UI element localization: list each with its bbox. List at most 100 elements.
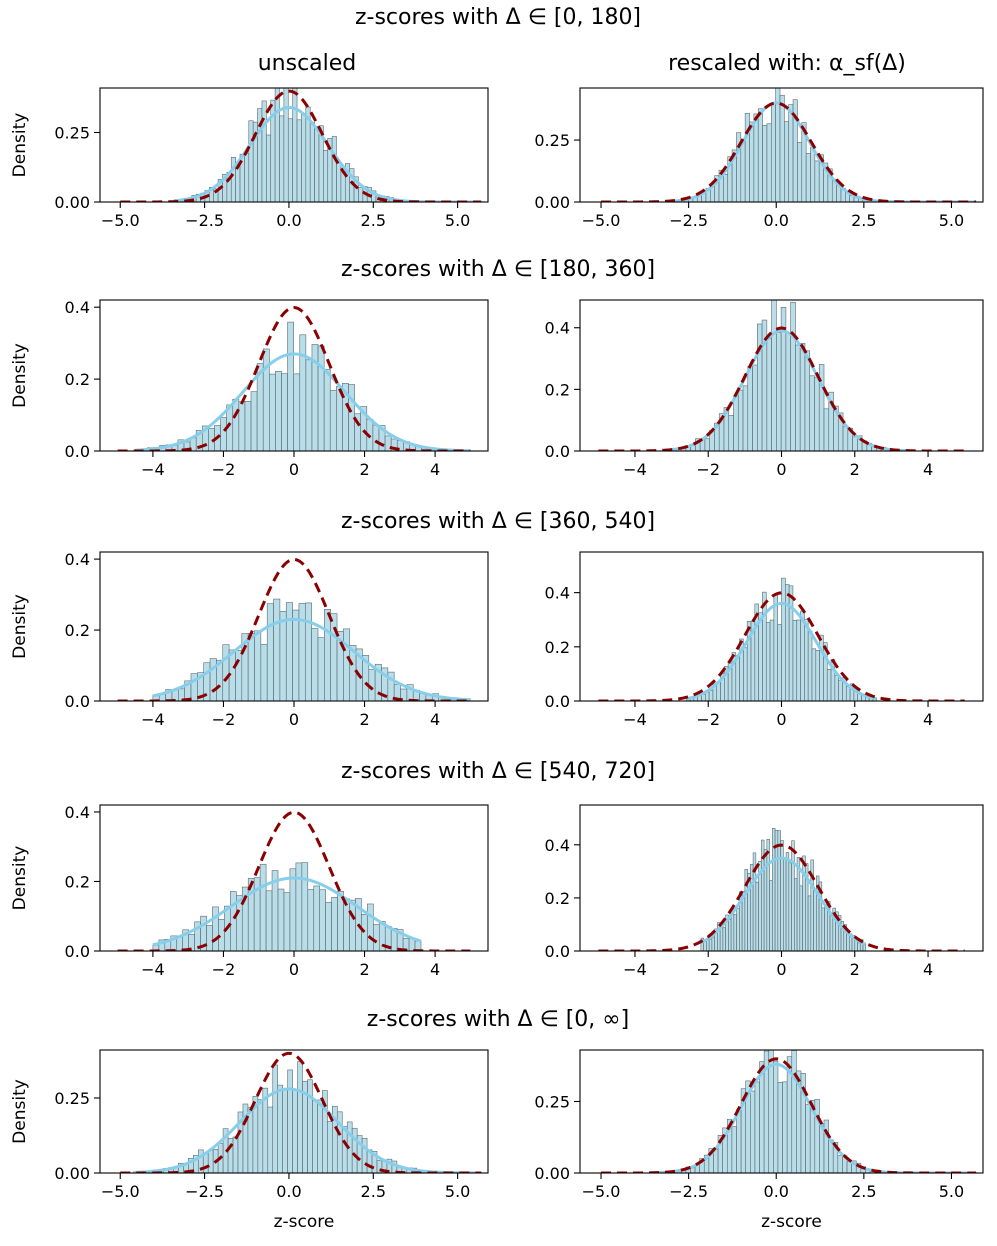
histogram-bar <box>238 401 246 451</box>
histogram-bar <box>287 118 293 202</box>
y-tick-label: 0.4 <box>545 836 570 855</box>
histogram-bar <box>791 1050 797 1173</box>
histogram-bar <box>373 924 380 951</box>
x-tick-label: −2 <box>696 960 720 979</box>
histogram-bar <box>343 628 351 701</box>
histogram-bar <box>765 622 771 701</box>
histogram-bar <box>292 609 300 701</box>
histogram-bar <box>261 100 267 202</box>
histogram-bar <box>800 610 805 701</box>
y-tick-label: 0.00 <box>54 193 90 212</box>
histogram-bar <box>766 838 770 951</box>
histogram-bar <box>805 153 811 202</box>
plot-area <box>120 1051 482 1173</box>
histogram-bar <box>774 829 779 951</box>
histogram-bar <box>314 126 320 202</box>
col-title-rescaled: rescaled with: α_sf(Δ) <box>668 51 906 76</box>
histogram-bar <box>232 398 240 451</box>
histogram-bar <box>232 1136 239 1173</box>
histogram-bar <box>324 608 331 701</box>
histogram-bar <box>782 1081 788 1173</box>
histogram-bar <box>267 1106 274 1173</box>
y-tick-label: 0.2 <box>65 621 90 640</box>
x-tick-label: 0 <box>289 460 299 479</box>
histogram-bar <box>731 1126 737 1173</box>
y-tick-label: 0.4 <box>545 584 570 603</box>
histogram-bar <box>791 840 795 951</box>
histogram-bar <box>269 373 276 451</box>
histogram-bar <box>802 855 806 951</box>
histogram-bar <box>227 1137 234 1173</box>
y-tick-label: 0.2 <box>545 638 570 657</box>
panel-r4-c0: −5.0 −2.5 0.0 2.5 5.0 0.00 0.25 Density z-score <box>10 1049 489 1232</box>
histogram-bar <box>788 862 792 951</box>
histogram-bar <box>773 1060 779 1173</box>
histogram-bar <box>736 1109 742 1173</box>
x-tick-label: −4 <box>141 960 165 979</box>
histogram-bar <box>807 895 812 951</box>
histogram-bar <box>736 908 740 951</box>
histogram-bar <box>317 345 325 451</box>
y-axis-label: Density <box>10 594 30 659</box>
x-tick-label: −5.0 <box>582 211 621 230</box>
histogram-bar <box>728 415 734 451</box>
histogram-bar <box>818 364 825 451</box>
histogram-bar <box>244 401 252 451</box>
histogram-bar <box>287 321 294 451</box>
histogram-bar <box>804 618 809 701</box>
histogram-bar <box>799 343 806 451</box>
histogram-bar <box>248 120 254 202</box>
x-tick-label: 5.0 <box>445 1182 470 1201</box>
x-tick-label: 2 <box>359 460 369 479</box>
histogram-bar <box>807 630 813 701</box>
histogram-bar <box>837 1155 843 1173</box>
histogram-bar <box>757 323 763 451</box>
normal-pdf-curve <box>601 1057 976 1173</box>
histogram-bar <box>708 938 713 951</box>
histogram-bar <box>769 880 773 951</box>
panel-r0-c1: −5.0 −2.5 0.0 2.5 5.0 0.00 0.25 <box>534 87 984 230</box>
kde-curve <box>700 856 867 946</box>
histogram-bar <box>842 426 849 451</box>
histogram-bar <box>711 936 715 951</box>
histogram-bar <box>325 901 332 951</box>
row-title: z-scores with Δ ∈ [180, 360] <box>341 257 655 282</box>
histogram-bar <box>783 857 787 951</box>
kde-curve <box>135 352 471 451</box>
histogram-bar <box>212 906 219 951</box>
kde-curve <box>133 1087 482 1173</box>
y-tick-label: 0.00 <box>534 193 570 212</box>
y-tick-label: 0.25 <box>534 131 570 150</box>
histogram-bar <box>287 1069 293 1173</box>
histogram-bar <box>317 1099 323 1173</box>
histogram-bar <box>775 88 781 202</box>
histogram-bar <box>358 187 364 202</box>
histogram-bar <box>309 122 315 202</box>
histogram-bar <box>207 1149 214 1173</box>
histogram-bar <box>777 1082 783 1173</box>
x-tick-label: −2 <box>212 710 236 729</box>
histogram-bar <box>279 611 287 701</box>
x-tick-label: 5.0 <box>445 211 470 230</box>
histogram-bar <box>784 121 790 202</box>
histogram-bar <box>331 136 337 202</box>
histogram-bar <box>823 1119 829 1173</box>
histogram-bar <box>785 852 790 951</box>
plot-area <box>117 557 471 701</box>
histogram-bar <box>257 1099 264 1173</box>
x-tick-label: 0 <box>289 960 299 979</box>
histogram-bar <box>351 1127 358 1173</box>
panel-r1-c1: −4 −2 0 2 4 0.0 0.2 0.4 <box>545 299 984 479</box>
histogram-bar <box>279 115 285 202</box>
titles: unscaled rescaled with: α_sf(Δ) <box>258 51 906 76</box>
x-tick-label: 0 <box>776 960 786 979</box>
histogram-bar <box>735 655 740 701</box>
histogram-bar <box>814 160 820 202</box>
histogram-bar <box>277 1084 283 1173</box>
histogram-bar <box>282 1089 288 1173</box>
histogram-bar <box>292 1089 298 1173</box>
x-axis-label: z-score <box>274 1212 335 1232</box>
x-tick-label: 4 <box>430 710 440 729</box>
histogram-bar <box>821 907 825 951</box>
